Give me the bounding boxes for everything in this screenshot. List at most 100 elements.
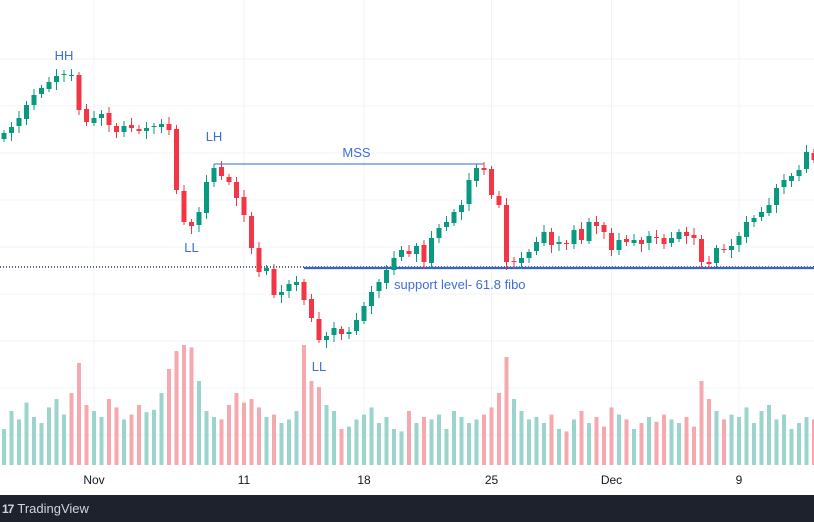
candle bbox=[706, 256, 712, 269]
candlestick-chart[interactable]: HH LH LL MSS LL support level- 61.8 fibo Nov 1… bbox=[0, 0, 814, 495]
volume-bar bbox=[107, 399, 111, 465]
candle bbox=[639, 237, 644, 252]
volume-bar bbox=[114, 407, 119, 465]
candle bbox=[481, 162, 487, 175]
candles bbox=[1, 69, 814, 348]
volume-bar bbox=[542, 423, 546, 465]
candle-body-up bbox=[736, 236, 742, 245]
candle-body-up bbox=[376, 282, 382, 291]
volume-bar bbox=[812, 419, 814, 465]
candle bbox=[556, 236, 562, 251]
candle bbox=[691, 228, 697, 245]
candle bbox=[609, 228, 614, 256]
candle bbox=[571, 225, 577, 249]
volume-bar bbox=[594, 417, 599, 465]
volume-bar bbox=[609, 407, 614, 465]
volume-bar bbox=[167, 369, 171, 465]
footer-bar: 17 TradingView bbox=[0, 495, 814, 522]
volume-bar bbox=[707, 399, 711, 465]
tradingview-logo[interactable]: 17 TradingView bbox=[2, 501, 89, 516]
volume-bar bbox=[684, 417, 689, 465]
time-axis-label: Nov bbox=[83, 473, 104, 487]
candle bbox=[99, 110, 104, 126]
volume-bar bbox=[84, 405, 89, 465]
candle bbox=[466, 173, 472, 211]
volume-bar bbox=[437, 414, 441, 465]
candle bbox=[324, 332, 329, 348]
candle-body-down bbox=[661, 238, 667, 244]
candle-body-up bbox=[196, 212, 202, 225]
volume-bar bbox=[534, 417, 539, 465]
candle-body-up bbox=[361, 306, 367, 321]
candle-body-down bbox=[699, 239, 704, 262]
candle-body-up bbox=[399, 250, 404, 257]
candle-body-up bbox=[31, 95, 37, 105]
volume-bar bbox=[99, 417, 104, 465]
volume-bar bbox=[512, 399, 516, 465]
volume-bar bbox=[317, 387, 321, 465]
candle bbox=[519, 252, 524, 269]
volume-bar bbox=[32, 417, 36, 465]
candle-body-up bbox=[121, 126, 127, 132]
candle bbox=[421, 240, 427, 269]
volume-bar bbox=[782, 414, 786, 465]
candle-body-down bbox=[189, 222, 194, 226]
volume-bar bbox=[234, 393, 239, 465]
candle-body-up bbox=[346, 332, 352, 334]
volume-bar bbox=[452, 411, 456, 465]
candle bbox=[714, 245, 719, 267]
candle-body-down bbox=[301, 282, 307, 300]
volume-bar bbox=[789, 429, 794, 465]
candle-body-up bbox=[294, 282, 299, 285]
candle bbox=[594, 216, 599, 234]
volume-bar bbox=[309, 381, 314, 465]
volume-bar bbox=[662, 414, 666, 465]
time-axis-label: 18 bbox=[357, 473, 371, 487]
volume-bar bbox=[354, 419, 359, 465]
candle-body-down bbox=[234, 182, 239, 198]
candle-body-up bbox=[9, 127, 14, 133]
candle-body-down bbox=[309, 299, 314, 318]
candle-body-down bbox=[601, 225, 607, 232]
candle-body-up bbox=[631, 240, 637, 243]
candle bbox=[766, 198, 772, 216]
candle-body-up bbox=[789, 176, 794, 181]
volume-bar bbox=[797, 423, 801, 465]
candle bbox=[541, 225, 547, 246]
candle bbox=[406, 245, 412, 257]
volume-bar bbox=[302, 345, 306, 465]
candle-body-down bbox=[504, 205, 509, 262]
annotation-label: LL bbox=[184, 240, 198, 255]
candle-body-up bbox=[369, 292, 374, 306]
candle-body-up bbox=[414, 246, 419, 254]
tradingview-logo-icon: 17 bbox=[2, 501, 14, 516]
time-axis-label: 9 bbox=[736, 473, 743, 487]
volume-bar bbox=[227, 405, 231, 465]
volume-bar bbox=[242, 402, 246, 465]
candle-body-down bbox=[106, 113, 112, 125]
candle bbox=[346, 327, 352, 339]
volume-bar bbox=[632, 429, 636, 465]
grid bbox=[0, 0, 814, 465]
candle bbox=[189, 219, 194, 234]
candle-body-up bbox=[451, 212, 457, 223]
time-axis[interactable]: Nov 11 18 25 Dec 9 bbox=[83, 473, 742, 487]
candle-body-down bbox=[489, 169, 494, 195]
candle-body-down bbox=[316, 319, 322, 340]
candle-body-up bbox=[384, 270, 389, 283]
candle bbox=[579, 222, 584, 244]
candle bbox=[204, 175, 209, 219]
candle-body-down bbox=[639, 240, 644, 244]
candle-body-up bbox=[534, 242, 539, 251]
volume-bar bbox=[669, 419, 674, 465]
candle-body-down bbox=[684, 232, 689, 236]
candle-body-up bbox=[676, 232, 682, 239]
volume-bar bbox=[189, 347, 194, 465]
candle-body-down bbox=[594, 222, 599, 226]
candle-body-up bbox=[766, 205, 772, 213]
candle-body-down bbox=[406, 251, 412, 254]
candle-body-up bbox=[61, 74, 67, 75]
volume-bar bbox=[549, 414, 554, 465]
volume-bar bbox=[54, 399, 59, 465]
annotation-label: support level- 61.8 fibo bbox=[394, 277, 526, 292]
